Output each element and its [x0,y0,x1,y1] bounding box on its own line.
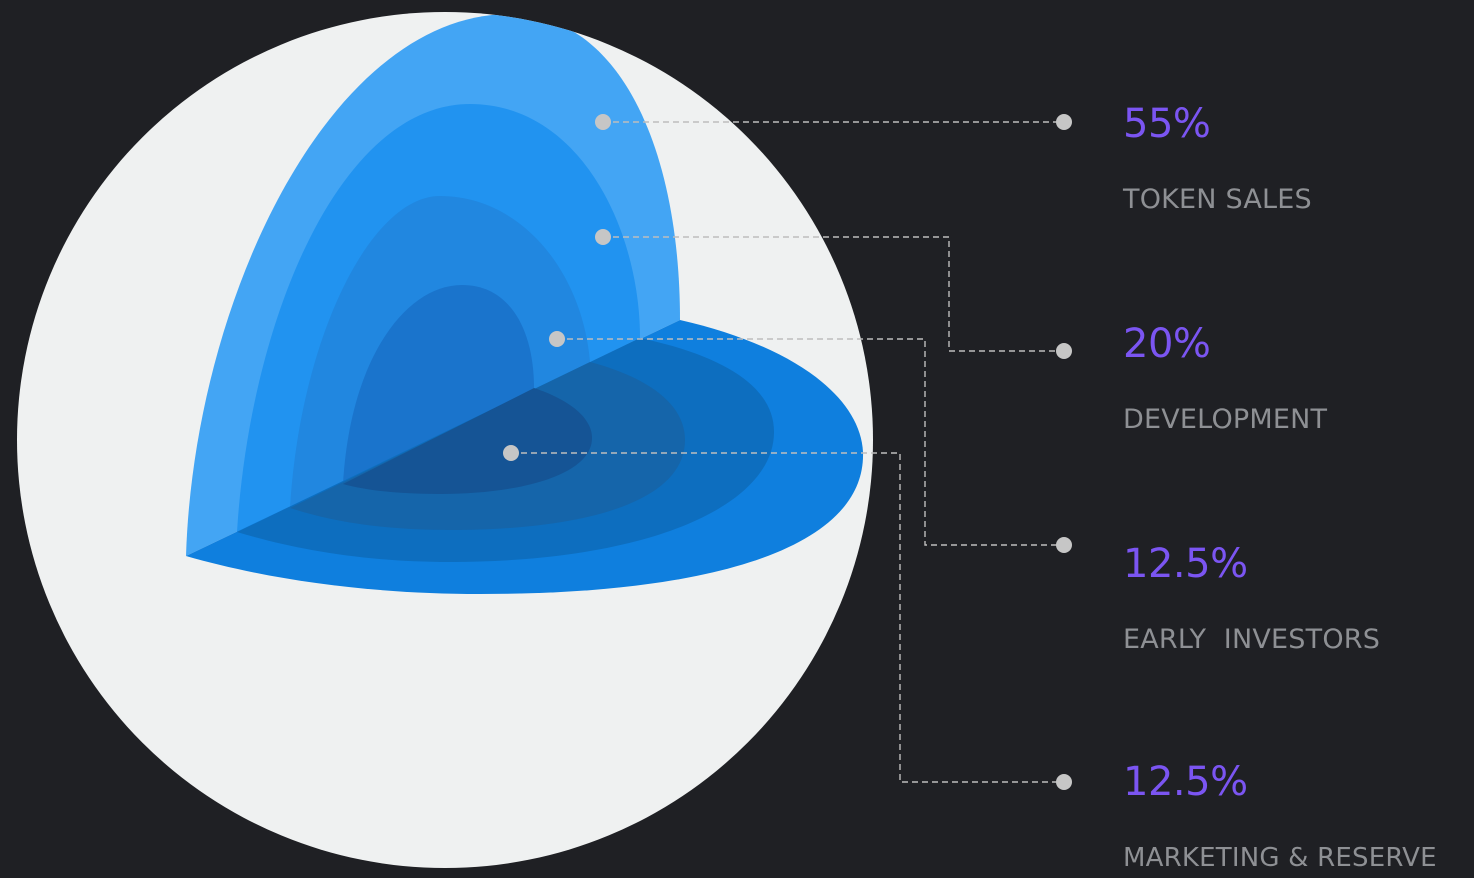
segment-label: TOKEN SALES [1123,184,1312,215]
connector-line-development [603,236,1064,352]
connector-dot-layer-core [503,445,519,461]
connector-line-early-investors [557,338,1064,546]
connector-dot-layer-outer [595,114,611,130]
connector-dot-label-token-sales [1056,114,1072,130]
connector-dot-label-early-investors [1056,537,1072,553]
segment-token-sales: 55% TOKEN SALES [1123,102,1312,216]
connector-line-marketing-reserve [511,452,1064,783]
connector-dot-label-marketing-reserve [1056,774,1072,790]
segment-early-investors: 12.5% EARLY INVESTORS [1123,542,1380,656]
segment-percent: 12.5% [1123,759,1248,805]
segment-development: 20% DEVELOPMENT [1123,322,1327,436]
segment-percent: 12.5% [1123,541,1248,587]
segment-label: MARKETING & RESERVE [1123,843,1437,873]
segment-percent: 20% [1123,321,1211,367]
segment-label: EARLY INVESTORS [1123,624,1381,655]
layer-core-horizontal [343,388,592,494]
connector-dot-layer-2 [595,229,611,245]
segment-percent: 55% [1123,101,1211,147]
connector-dot-layer-3 [549,331,565,347]
segment-marketing-reserve: 12.5% MARKETING & RESERVE [1123,760,1437,874]
segment-label: DEVELOPMENT [1123,404,1328,435]
connector-dot-label-development [1056,343,1072,359]
layer-core-vertical [343,285,534,484]
